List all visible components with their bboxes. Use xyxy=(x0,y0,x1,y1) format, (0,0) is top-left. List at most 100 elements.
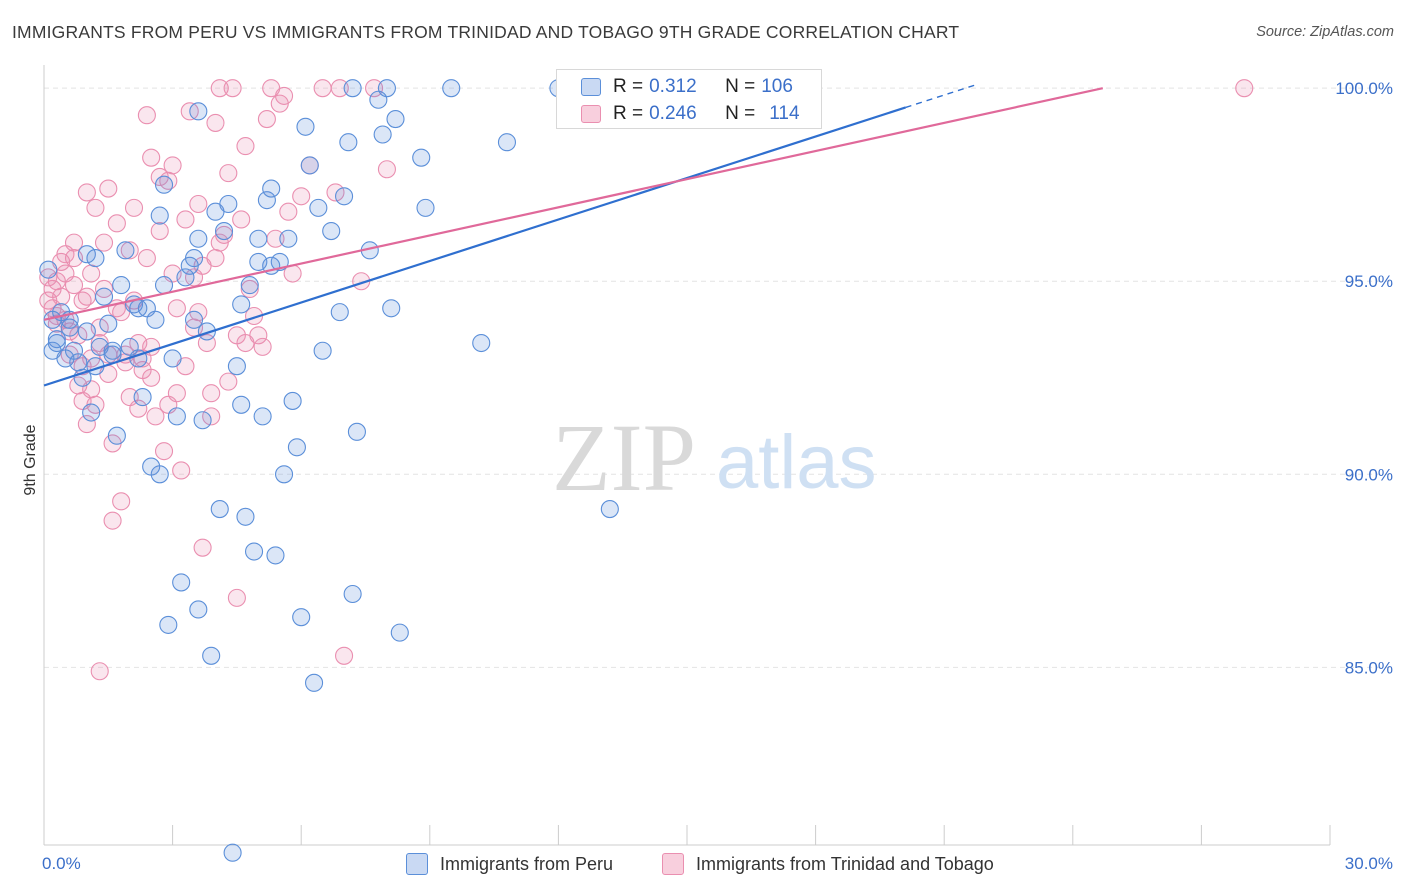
peru-point xyxy=(82,403,101,422)
legend-swatch-peru xyxy=(581,78,601,96)
peru-point xyxy=(43,341,62,360)
bottom-legend-trinidad: Immigrants from Trinidad and Tobago xyxy=(662,852,994,876)
legend-r-value: 0.312 xyxy=(649,76,697,97)
trinidad-point xyxy=(146,407,165,426)
y-tick-label: 95.0% xyxy=(1345,272,1393,291)
peru-point xyxy=(184,310,204,329)
peru-point xyxy=(296,117,315,136)
legend-swatch-trinidad xyxy=(581,105,601,123)
trinidad-point xyxy=(292,187,311,206)
peru-point xyxy=(219,194,238,214)
peru-point xyxy=(189,102,208,121)
peru-point xyxy=(373,125,392,144)
series-trinidad-points xyxy=(39,79,1254,681)
legend-n-label: N = xyxy=(725,103,756,124)
peru-point xyxy=(335,187,354,206)
peru-point xyxy=(150,206,169,225)
peru-point xyxy=(116,241,135,260)
x-tick-label-min: 0.0% xyxy=(42,854,81,873)
trinidad-point xyxy=(154,442,174,461)
peru-point xyxy=(442,79,461,98)
trinidad-point xyxy=(112,492,131,511)
peru-point xyxy=(77,245,96,264)
peru-point xyxy=(347,422,366,441)
peru-point xyxy=(292,608,311,627)
peru-point xyxy=(146,310,165,329)
series-peru-points xyxy=(39,79,795,862)
trinidad-point xyxy=(377,160,396,179)
peru-point xyxy=(283,391,302,410)
peru-point xyxy=(287,438,306,457)
y-axis-label: 9th Grade xyxy=(22,424,39,495)
trinidad-point xyxy=(142,148,161,167)
trinidad-point xyxy=(279,202,298,221)
peru-point xyxy=(275,465,294,484)
trinidad-point xyxy=(210,233,229,252)
trinidad-point xyxy=(99,179,118,198)
trinidad-point xyxy=(219,372,238,391)
trinidad-point xyxy=(137,249,156,268)
axes xyxy=(43,65,1331,846)
peru-point xyxy=(305,673,324,692)
peru-point xyxy=(253,407,272,426)
trinidad-point xyxy=(210,79,229,98)
peru-point xyxy=(77,322,96,341)
peru-point xyxy=(99,314,118,333)
peru-point xyxy=(103,341,122,360)
peru-point xyxy=(47,330,66,349)
peru-point xyxy=(214,221,234,241)
trinidad-point xyxy=(219,164,238,183)
trinidad-point xyxy=(1235,79,1254,98)
watermark-atlas: atlas xyxy=(716,420,877,505)
peru-point xyxy=(232,295,251,314)
peru-point xyxy=(330,303,349,322)
legend-n-value: 106 xyxy=(761,76,793,97)
peru-point xyxy=(94,287,114,306)
peru-point xyxy=(309,198,328,217)
peru-point xyxy=(497,133,517,152)
chart-title: IMMIGRANTS FROM PERU VS IMMIGRANTS FROM … xyxy=(12,22,960,42)
trend-lines xyxy=(43,83,1104,387)
y-tick-label: 100.0% xyxy=(1335,79,1393,98)
peru-point xyxy=(64,341,84,360)
peru-point xyxy=(236,507,255,526)
trinidad-point xyxy=(227,326,246,345)
peru-point xyxy=(257,191,276,210)
trinidad-point xyxy=(193,538,212,557)
peru-point xyxy=(167,407,186,426)
trinidad-point xyxy=(52,287,71,306)
bottom-legend-peru: Immigrants from Peru xyxy=(406,852,613,876)
peru-point xyxy=(210,500,229,519)
peru-point xyxy=(223,843,242,862)
trinidad-point xyxy=(90,662,109,681)
trinidad-point xyxy=(64,276,84,295)
peru-point xyxy=(343,584,362,604)
trinidad-point xyxy=(86,198,105,217)
trinidad-point xyxy=(107,214,126,233)
trinidad-point xyxy=(326,183,345,202)
trinidad-point xyxy=(82,264,101,283)
trinidad-point xyxy=(202,384,221,403)
peru-point xyxy=(189,229,208,248)
source-credit: Source: ZipAtlas.com xyxy=(1256,24,1394,40)
trinidad-point xyxy=(167,299,186,318)
trinidad-point xyxy=(129,399,148,418)
peru-point xyxy=(412,148,431,167)
trinidad-point xyxy=(124,198,144,217)
peru-point xyxy=(244,542,264,561)
peru-point xyxy=(107,426,126,445)
trinidad-point xyxy=(223,79,242,98)
peru-point xyxy=(184,249,204,268)
peru-point xyxy=(266,546,285,565)
peru-point xyxy=(202,646,221,665)
legend-r-label: R = xyxy=(613,103,644,124)
peru-point xyxy=(343,79,362,98)
peru-point xyxy=(270,252,289,271)
trinidad-point xyxy=(94,279,114,299)
trinidad-point xyxy=(249,326,268,345)
trinidad-point xyxy=(240,279,259,299)
peru-point xyxy=(600,500,619,519)
trinidad-point xyxy=(232,210,251,229)
peru-point xyxy=(133,388,152,407)
